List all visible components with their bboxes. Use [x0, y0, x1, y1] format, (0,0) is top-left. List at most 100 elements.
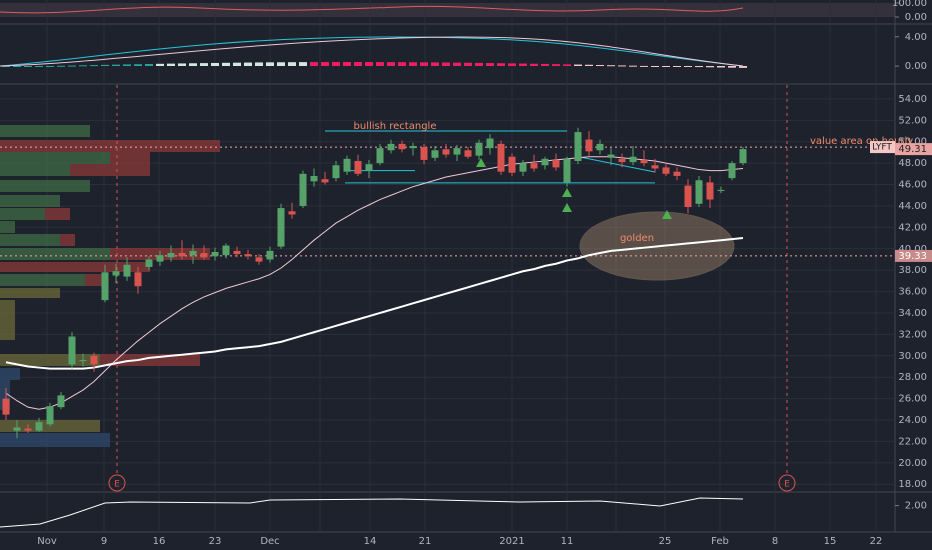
y-tick-label: 44.00 — [898, 201, 927, 212]
macd-bar — [596, 64, 604, 66]
candle-body — [387, 143, 395, 151]
candle-body — [222, 245, 230, 256]
candle-body — [211, 251, 219, 257]
macd-bar — [211, 62, 219, 66]
candle-body — [497, 143, 505, 172]
volume-profile — [85, 274, 105, 286]
volume-profile — [0, 288, 60, 298]
macd-line — [0, 36, 744, 67]
candle-body — [409, 146, 417, 149]
y-tick-label: 28.00 — [898, 372, 927, 383]
macd-bar — [222, 62, 230, 66]
x-tick-label: 22 — [870, 536, 883, 547]
candle-body — [651, 165, 659, 169]
macd-bar — [299, 62, 307, 66]
y-tick-label: 22.00 — [898, 436, 927, 447]
macd-bar — [178, 63, 186, 66]
candle-body — [684, 185, 692, 208]
candle-body — [112, 271, 120, 276]
macd-bar — [112, 64, 120, 66]
y-tick-label: 20.00 — [898, 458, 927, 469]
x-tick-label: 16 — [153, 536, 166, 547]
volume-profile — [0, 248, 110, 260]
candle-body — [541, 158, 549, 166]
annotation: bullish rectangle — [354, 121, 437, 132]
price-box — [895, 249, 932, 262]
level-label: 39.33 — [898, 251, 927, 262]
macd-bar — [519, 63, 527, 66]
volume-profile — [0, 300, 15, 340]
candle-body — [464, 150, 472, 157]
x-tick-label: 11 — [561, 536, 574, 547]
candle-body — [68, 336, 76, 365]
macd-bar — [343, 62, 351, 66]
x-tick-label: 8 — [772, 536, 778, 547]
macd-bar — [739, 66, 747, 68]
macd-bar — [123, 64, 131, 66]
volume-profile — [0, 368, 20, 380]
candle-body — [145, 259, 153, 267]
macd-bar — [552, 64, 560, 66]
macd-bar — [79, 65, 87, 67]
macd-bar — [563, 64, 571, 66]
macd-bar — [684, 66, 692, 67]
candle-body — [299, 173, 307, 206]
x-tick-label: 23 — [209, 536, 222, 547]
candle-body — [519, 163, 527, 172]
macd-bar — [68, 65, 76, 67]
earnings-marker — [108, 474, 126, 492]
macd-bar — [629, 65, 637, 67]
symbol-box — [870, 141, 895, 154]
volume-profile — [70, 164, 150, 176]
macd-bar — [541, 63, 549, 66]
candle-body — [486, 138, 494, 149]
macd-bar — [728, 66, 736, 68]
macd-bar — [574, 64, 582, 66]
earnings-marker — [778, 474, 796, 492]
y-tick-label: 36.00 — [898, 287, 927, 298]
candle-body — [442, 149, 450, 155]
candle-body — [46, 406, 54, 425]
macd-bar — [46, 66, 54, 67]
candle-body — [398, 143, 406, 150]
price-box — [895, 143, 932, 156]
candle-body — [35, 422, 43, 431]
candle-body — [431, 150, 439, 158]
candle-body — [574, 132, 582, 161]
y-tick-label: 2.00 — [905, 501, 927, 512]
volume-profile — [120, 140, 220, 152]
macd-bar — [475, 62, 483, 66]
volume-profile — [110, 152, 150, 164]
macd-bar — [200, 63, 208, 66]
y-tick-label: 24.00 — [898, 415, 927, 426]
volume-profile — [0, 221, 15, 233]
volume-profile — [0, 234, 60, 246]
macd-bar — [167, 63, 175, 66]
x-tick-label: 2021 — [499, 536, 524, 547]
candle-body — [178, 253, 186, 257]
macd-bar — [442, 62, 450, 66]
candle-body — [717, 189, 725, 191]
candle-body — [475, 142, 483, 156]
volume-profile — [0, 208, 45, 220]
candle-body — [728, 163, 736, 179]
macd-bar — [376, 62, 384, 66]
macd-bar — [277, 62, 285, 66]
candle-body — [189, 250, 197, 256]
macd-bar — [717, 66, 725, 68]
macd-bar — [90, 65, 98, 67]
y-tick-label: 32.00 — [898, 329, 927, 340]
macd-bar — [321, 62, 329, 66]
macd-bar — [189, 63, 197, 66]
candle-body — [530, 163, 538, 169]
candle-body — [365, 164, 373, 171]
candle-body — [508, 156, 516, 173]
macd-bar — [420, 62, 428, 66]
signal-line — [0, 36, 744, 67]
macd-bar — [244, 62, 252, 66]
macd-bar — [13, 66, 21, 67]
candle-body — [24, 428, 32, 431]
macd-bar — [156, 63, 164, 66]
macd-bar — [24, 66, 32, 67]
signal-triangle — [662, 210, 672, 219]
